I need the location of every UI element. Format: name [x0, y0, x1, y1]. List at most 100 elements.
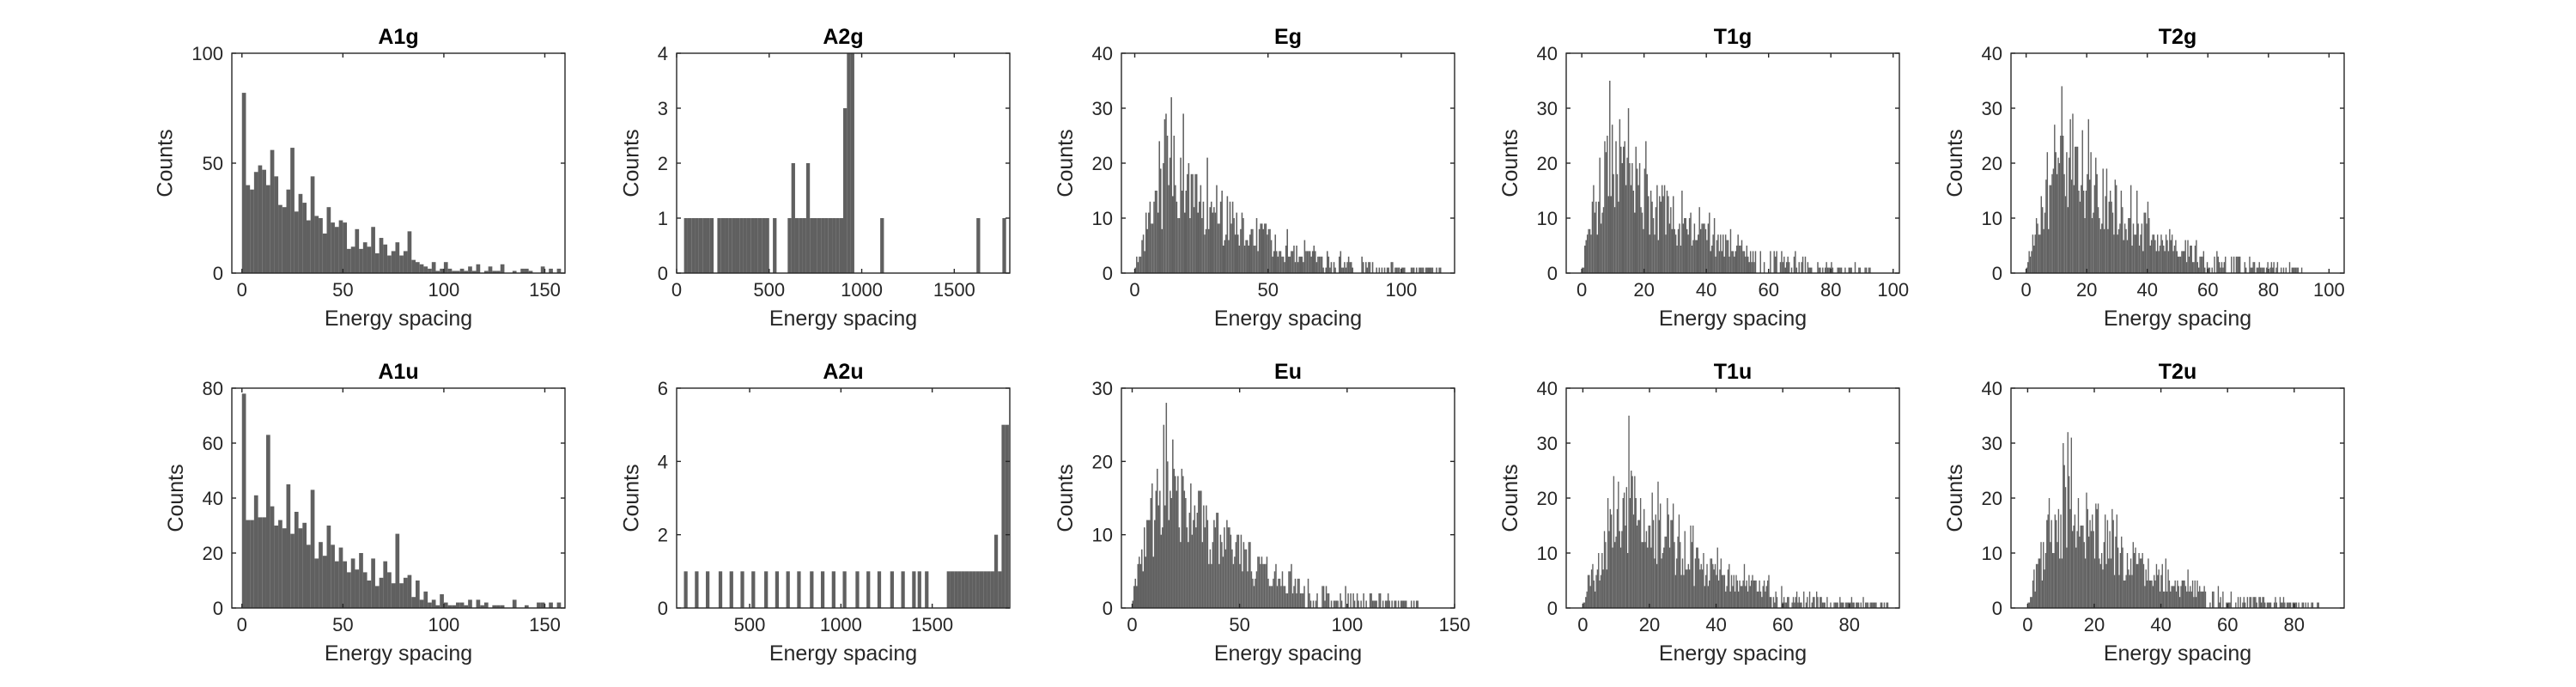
histogram-bar — [1585, 240, 1587, 273]
bars — [1132, 403, 1419, 608]
histogram-bar — [367, 246, 372, 273]
x-tick-label: 100 — [2313, 279, 2345, 301]
chart-title: A1u — [378, 360, 418, 384]
histogram-bar — [2048, 498, 2050, 608]
histogram-bar — [331, 222, 335, 273]
histogram-bar — [1149, 520, 1151, 608]
histogram-bar — [1281, 571, 1284, 608]
histogram-bar — [1366, 267, 1369, 273]
histogram-bar — [2136, 191, 2138, 273]
histogram-bar — [1775, 591, 1777, 608]
histogram-bar — [1710, 251, 1711, 273]
histogram-bar — [1298, 256, 1300, 273]
histogram-bar — [2202, 591, 2204, 608]
histogram-bar — [258, 517, 263, 608]
y-tick-label: 0 — [658, 263, 668, 284]
histogram-bar — [1638, 520, 1640, 608]
histogram-bar — [1247, 571, 1249, 608]
histogram-bar — [1723, 575, 1726, 608]
histogram-bar — [1291, 251, 1292, 273]
histogram-bar — [1798, 597, 1800, 608]
histogram-bar — [2033, 246, 2035, 273]
histogram-bar — [1623, 492, 1625, 608]
histogram-bar — [1271, 586, 1273, 608]
chart-title: T1g — [1714, 25, 1752, 49]
histogram-bar — [270, 149, 275, 273]
histogram-bar — [1309, 600, 1312, 608]
histogram-bar — [1203, 505, 1205, 608]
histogram-bar — [2150, 240, 2153, 273]
histogram-bar — [343, 561, 348, 608]
histogram-bar — [1756, 591, 1759, 608]
histogram-bar — [1374, 600, 1376, 608]
histogram-bar — [1674, 234, 1677, 273]
histogram-bar — [1784, 602, 1786, 608]
histogram-bar — [2096, 173, 2098, 273]
histogram-bar — [2129, 575, 2130, 608]
histogram-bar — [1672, 503, 1674, 608]
y-tick-label: 0 — [1103, 598, 1113, 619]
histogram-bar — [2193, 262, 2195, 273]
histogram-bar — [2122, 547, 2123, 608]
histogram-bar — [2108, 558, 2110, 608]
x-tick-label: 1500 — [911, 614, 953, 635]
histogram-bar — [2152, 234, 2154, 273]
histogram-bar — [492, 271, 497, 273]
histogram-bar — [1363, 593, 1364, 608]
histogram-bar — [1227, 527, 1230, 608]
histogram-bar — [1619, 547, 1622, 608]
histogram-bar — [2188, 591, 2190, 608]
histogram-bar — [314, 216, 319, 273]
histogram-bar — [419, 599, 424, 608]
x-axis-label: Energy spacing — [2104, 641, 2251, 666]
histogram-bar — [2282, 597, 2285, 608]
histogram-bar — [258, 165, 263, 273]
histogram-bar — [2279, 597, 2281, 608]
histogram-bar — [2119, 223, 2121, 273]
histogram-bar — [1593, 185, 1595, 273]
histogram-bar — [1808, 591, 1811, 608]
x-tick-label: 20 — [1633, 279, 1654, 301]
histogram-bar — [1717, 581, 1720, 608]
x-tick-label: 20 — [1639, 614, 1660, 635]
histogram-bar — [1765, 586, 1767, 608]
histogram-bar — [1384, 600, 1387, 608]
histogram-bar — [411, 259, 416, 273]
histogram-bar — [2112, 520, 2114, 608]
histogram-bar — [1379, 593, 1382, 608]
histogram-bar — [2053, 553, 2055, 608]
y-tick-label: 4 — [658, 451, 668, 472]
histogram-bar — [1668, 547, 1671, 608]
histogram-bar — [1703, 553, 1704, 608]
y-axis-label: Counts — [1943, 129, 1967, 197]
histogram-bar — [831, 571, 835, 608]
histogram-bar — [1817, 262, 1819, 273]
histogram-bar — [2044, 212, 2046, 273]
histogram-bar — [2154, 240, 2156, 273]
histogram-bar — [1221, 191, 1223, 273]
x-axis-label: Energy spacing — [325, 307, 472, 331]
histogram-bar — [1234, 234, 1236, 273]
histogram-bar — [1281, 256, 1283, 273]
histogram-bar — [1274, 234, 1277, 273]
histogram-bar — [1883, 602, 1886, 608]
histogram-bar — [1286, 228, 1288, 273]
histogram-bar — [2026, 267, 2028, 273]
histogram-bar — [2193, 597, 2195, 608]
histogram-bar — [1168, 185, 1170, 273]
histogram-bar — [347, 572, 351, 608]
histogram-bar — [1340, 600, 1343, 608]
histogram-bar — [2158, 251, 2160, 273]
histogram-bar — [1145, 212, 1147, 273]
histogram-bar — [1141, 549, 1143, 608]
histogram-bar — [2187, 569, 2189, 608]
histogram-bar — [2188, 256, 2190, 273]
histogram-bar — [2231, 256, 2233, 273]
histogram-bar — [1427, 267, 1430, 273]
histogram-bar — [549, 268, 553, 273]
histogram-bar — [1365, 262, 1367, 273]
histogram-bar — [2281, 602, 2283, 608]
histogram-bar — [2220, 597, 2221, 608]
histogram-bar — [1242, 218, 1244, 273]
histogram-bar — [987, 571, 991, 608]
